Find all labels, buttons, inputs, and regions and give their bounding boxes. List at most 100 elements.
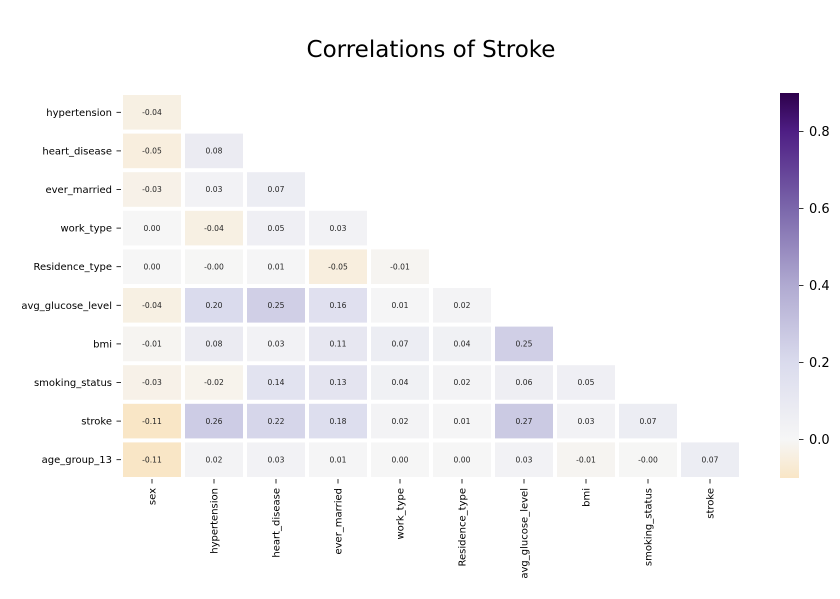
cell-value-label: 0.14 — [268, 378, 285, 387]
heatmap-cell — [185, 365, 243, 400]
heatmap-cell — [185, 210, 243, 246]
x-tick-label: bmi — [582, 488, 593, 507]
cell-value-label: 0.03 — [206, 185, 223, 194]
cell-value-label: 0.13 — [330, 378, 347, 387]
y-tick-label: age_group_13 — [42, 455, 112, 466]
colorbar-tick-label: 0.0 — [809, 433, 830, 448]
colorbar: 0.0 0.2 0.4 0.6 0.8 — [780, 93, 830, 478]
cell-value-label: 0.02 — [392, 417, 409, 426]
heatmap-cell — [309, 365, 367, 400]
cell-value-label: -0.00 — [204, 262, 224, 271]
y-tick-label: Residence_type — [34, 262, 112, 273]
heatmap-cell — [123, 210, 181, 246]
cell-value-label: 0.03 — [578, 417, 595, 426]
cell-value-label: 0.01 — [330, 455, 347, 464]
heatmap-cell — [433, 442, 491, 477]
x-tick-label: sex — [148, 488, 159, 505]
heatmap-cell — [495, 403, 553, 439]
heatmap-cell — [247, 288, 305, 323]
x-tick-label: hypertension — [210, 488, 221, 554]
cell-value-label: 0.00 — [144, 224, 161, 233]
x-axis: sex hypertension heart_disease ever_married… — [148, 479, 717, 579]
heatmap-cells: -0.04 -0.05 0.08 -0.03 0.03 0.07 0.00 -0.04 0.05… — [123, 95, 739, 477]
cell-value-label: 0.03 — [268, 340, 285, 349]
x-tick-label: Residence_type — [458, 488, 469, 566]
cell-value-label: 0.08 — [206, 340, 223, 349]
colorbar-gradient-bar — [780, 93, 799, 478]
cell-value-label: 0.00 — [454, 455, 471, 464]
cell-value-label: -0.01 — [390, 262, 410, 271]
y-tick-label: smoking_status — [34, 378, 112, 389]
cell-value-label: 0.07 — [640, 417, 657, 426]
heatmap-cell — [123, 403, 181, 439]
y-axis: hypertension heart_disease ever_marriedwor… — [21, 108, 121, 466]
y-tick-label: heart_disease — [42, 146, 112, 157]
cell-value-label: 0.03 — [330, 224, 347, 233]
colorbar-tick-label: 0.6 — [809, 202, 830, 217]
cell-value-label: 0.22 — [268, 417, 285, 426]
x-tick-label: work_type — [396, 488, 407, 540]
heatmap-cell — [557, 365, 615, 400]
heatmap-cell — [371, 442, 429, 477]
cell-value-label: -0.04 — [142, 301, 162, 310]
cell-value-label: 0.04 — [454, 340, 471, 349]
y-tick-label: work_type — [60, 224, 112, 235]
cell-value-label: 0.02 — [454, 378, 471, 387]
cell-value-label: -0.04 — [142, 108, 162, 117]
heatmap-cell — [309, 288, 367, 323]
heatmap-cell — [123, 288, 181, 323]
heatmap-cell — [185, 442, 243, 477]
cell-value-label: -0.11 — [142, 455, 162, 464]
heatmap-cell — [433, 365, 491, 400]
cell-value-label: -0.03 — [142, 185, 162, 194]
cell-value-label: 0.16 — [330, 301, 347, 310]
cell-value-label: 0.02 — [454, 301, 471, 310]
cell-value-label: 0.27 — [516, 417, 533, 426]
y-tick-label: bmi — [93, 339, 112, 350]
heatmap-cell — [247, 365, 305, 400]
heatmap-cell — [309, 210, 367, 246]
cell-value-label: 0.02 — [206, 455, 223, 464]
heatmap-cell — [309, 249, 367, 284]
heatmap-cell — [247, 403, 305, 439]
cell-value-label: 0.11 — [330, 340, 347, 349]
cell-value-label: 0.25 — [516, 340, 533, 349]
cell-value-label: -0.05 — [142, 147, 162, 156]
heatmap-cell — [123, 133, 181, 169]
x-tick-label: avg_glucose_level — [520, 488, 531, 579]
cell-value-label: 0.20 — [206, 301, 223, 310]
y-tick-label: avg_glucose_level — [21, 301, 112, 312]
heatmap-cell — [185, 249, 243, 284]
cell-value-label: 0.18 — [330, 417, 347, 426]
cell-value-label: 0.03 — [516, 455, 533, 464]
heatmap-cell — [433, 326, 491, 362]
heatmap-cell — [247, 442, 305, 477]
heatmap-cell — [619, 403, 677, 439]
cell-value-label: -0.01 — [142, 340, 162, 349]
cell-value-label: 0.08 — [206, 147, 223, 156]
heatmap-cell — [123, 249, 181, 284]
heatmap-cell — [495, 326, 553, 362]
heatmap-cell — [557, 442, 615, 477]
cell-value-label: 0.26 — [206, 417, 223, 426]
cell-value-label: -0.03 — [142, 378, 162, 387]
heatmap-cell — [185, 326, 243, 362]
y-tick-label: ever_married — [45, 185, 112, 196]
x-tick-label: ever_married — [334, 488, 345, 555]
cell-value-label: 0.07 — [268, 185, 285, 194]
heatmap-cell — [371, 288, 429, 323]
chart-title: Correlations of Stroke — [307, 37, 556, 63]
heatmap-cell — [309, 442, 367, 477]
heatmap-cell — [185, 133, 243, 169]
colorbar-tick-label: 0.2 — [809, 356, 830, 371]
cell-value-label: -0.02 — [204, 378, 224, 387]
y-tick-label: stroke — [81, 417, 112, 428]
x-tick-label: heart_disease — [272, 488, 283, 558]
heatmap-cell — [185, 172, 243, 207]
x-tick-label: smoking_status — [644, 488, 655, 566]
heatmap-cell — [371, 249, 429, 284]
heatmap-cell — [495, 442, 553, 477]
heatmap-cell — [185, 403, 243, 439]
cell-value-label: 0.01 — [268, 262, 285, 271]
